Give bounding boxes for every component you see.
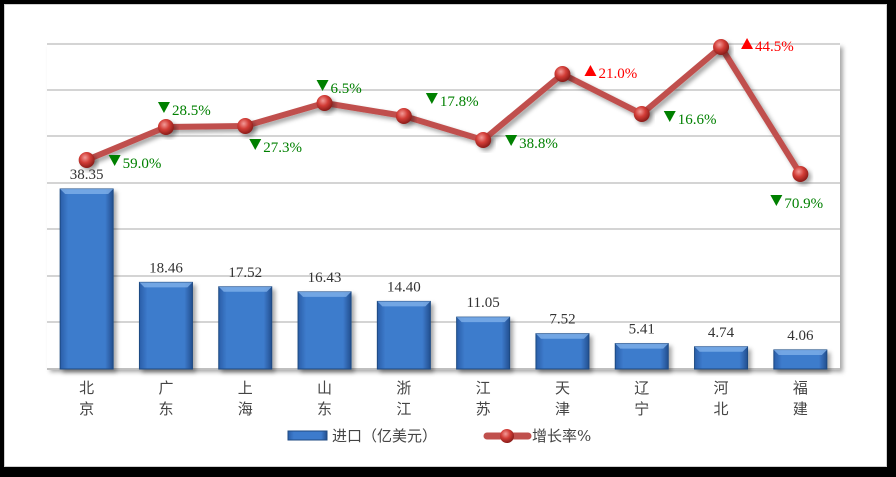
bar-value-label: 17.52 [228,265,262,281]
category-label: 福 [793,379,808,397]
down-triangle-icon [505,135,518,146]
bar-value-label: 4.74 [708,325,735,341]
line-marker[interactable] [395,108,412,124]
line-marker[interactable] [554,66,571,82]
bar[interactable] [297,291,352,370]
line-marker[interactable] [316,95,333,111]
bar-value-label: 4.06 [787,328,814,344]
growth-rate-label: 16.6% [678,112,717,128]
category-label: 辽 [634,379,649,397]
bar[interactable] [59,188,114,370]
category-label: 河 [714,379,729,397]
category-label: 津 [555,400,570,418]
bar-value-label: 18.46 [149,260,183,276]
category-label: 浙 [396,379,411,397]
legend-bar-label: 进口（亿美元） [332,427,437,445]
category-label: 江 [476,379,491,397]
bar[interactable] [218,286,273,370]
category-label: 海 [238,400,253,418]
growth-rate-line [85,44,803,176]
category-label: 宁 [634,400,649,418]
bar[interactable] [376,300,431,370]
bar-value-label: 16.43 [308,270,342,286]
line-marker[interactable] [157,119,174,135]
up-triangle-icon [741,38,754,49]
down-triangle-icon [249,139,262,150]
legend: 进口（亿美元） 增长率% [287,427,591,445]
line-marker[interactable] [78,152,95,168]
legend-bar-swatch-icon [287,430,328,441]
growth-rate-label: 59.0% [123,156,162,172]
bar[interactable] [614,343,669,370]
growth-rate-label: 38.8% [519,136,558,152]
line-marker[interactable] [633,106,650,122]
category-label: 山 [317,379,332,397]
category-label: 江 [396,400,411,418]
growth-rate-label: 28.5% [172,103,211,119]
category-label: 东 [317,400,332,418]
plot-area: 38.35北京18.46广东17.52上海16.43山东14.40浙江11.05… [47,38,840,418]
legend-marker-icon [500,429,514,443]
bar-value-label: 38.35 [70,167,104,183]
category-label: 广 [158,379,173,397]
bar-value-label: 14.40 [387,279,421,295]
bar[interactable] [773,349,828,370]
down-triangle-icon [770,195,783,206]
category-label: 北 [714,400,729,418]
line-marker[interactable] [475,132,492,148]
bar-value-label: 11.05 [467,295,500,311]
category-label: 天 [555,379,570,397]
bar[interactable] [535,333,590,370]
line-marker[interactable] [713,39,730,55]
line-marker[interactable] [792,166,809,182]
down-triangle-icon [108,155,121,166]
line-marker[interactable] [237,118,254,134]
growth-rate-label: 44.5% [755,39,794,55]
category-label: 京 [79,400,94,418]
down-triangle-icon [425,93,438,104]
growth-rate-label: 70.9% [784,196,823,212]
bar-value-label: 7.52 [549,312,575,328]
down-triangle-icon [157,102,170,113]
down-triangle-icon [663,111,676,122]
bar[interactable] [456,316,511,370]
growth-rate-label: 17.8% [440,94,479,110]
down-triangle-icon [316,80,329,91]
bar[interactable] [694,346,749,370]
growth-rate-label: 27.3% [263,140,302,156]
category-label: 北 [79,379,94,397]
category-label: 东 [158,400,173,418]
bar[interactable] [138,281,193,370]
category-label: 上 [238,379,253,397]
category-label: 苏 [476,400,491,418]
up-triangle-icon [584,65,597,76]
growth-rate-label: 6.5% [331,81,362,97]
bar-value-label: 5.41 [629,322,655,338]
legend-line-label: 增长率% [532,427,591,445]
category-label: 建 [793,400,808,418]
growth-rate-label: 21.0% [598,66,637,82]
